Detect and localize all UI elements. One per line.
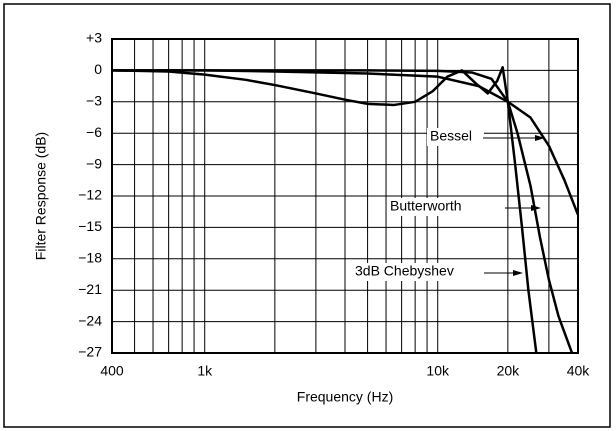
x-tick-label: 400 — [100, 363, 124, 379]
y-tick-label: 0 — [94, 61, 102, 77]
plot-frame — [111, 38, 579, 354]
arrow-head — [531, 205, 541, 211]
y-tick-label: −15 — [78, 218, 102, 234]
y-axis-label: Filter Response (dB) — [33, 132, 49, 260]
filter-curve — [111, 66, 538, 354]
y-tick-label: −27 — [78, 344, 102, 360]
series-label: Butterworth — [390, 198, 462, 214]
x-tick-label: 40k — [567, 363, 591, 379]
series-label: Bessel — [430, 128, 472, 144]
y-tick-label: −9 — [86, 155, 102, 171]
x-tick-label: 20k — [497, 363, 521, 379]
x-axis-label: Frequency (Hz) — [297, 389, 393, 405]
label-background — [387, 198, 506, 216]
series-label: 3dB Chebyshev — [355, 263, 454, 279]
y-tick-label: −3 — [86, 93, 102, 109]
y-tick-label: −6 — [86, 124, 102, 140]
label-background — [427, 128, 484, 146]
arrow-head — [535, 135, 545, 141]
arrow-head — [513, 270, 523, 276]
x-tick-label: 1k — [197, 363, 213, 379]
y-tick-label: −21 — [78, 281, 102, 297]
y-tick-label: −18 — [78, 250, 102, 266]
y-tick-label: +3 — [86, 30, 102, 46]
x-tick-label: 10k — [426, 363, 450, 379]
outer-frame — [3, 3, 611, 428]
y-tick-label: −12 — [78, 187, 102, 203]
label-background — [352, 263, 485, 281]
y-tick-label: −24 — [78, 312, 102, 328]
filter-curve — [112, 69, 574, 354]
